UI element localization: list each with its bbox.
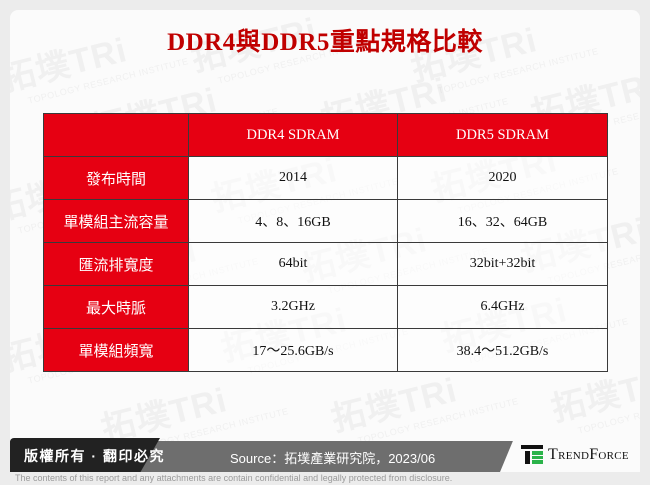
table-corner-cell [43, 113, 189, 157]
table-row: 單模組頻寬 17～25.6GB/s 38.4～51.2GB/s [43, 328, 608, 372]
trendforce-logo-icon [521, 445, 543, 464]
footer-band: 版權所有 · 翻印必究 Source：拓墣產業研究院，2023/06 Trend… [10, 435, 640, 472]
cell-ddr4-module-capacity: 4、8、16GB [188, 199, 398, 243]
row-header-bus-width: 匯流排寬度 [43, 242, 189, 286]
row-header-module-bandwidth: 單模組頻寬 [43, 328, 189, 372]
table-row: 發布時間 2014 2020 [43, 156, 608, 200]
footer-logo-panel [500, 435, 640, 472]
column-header-ddr4: DDR4 SDRAM [188, 113, 398, 157]
trendforce-logo: TrendForce [521, 445, 629, 464]
cell-ddr4-max-clock: 3.2GHz [188, 285, 398, 329]
row-header-max-clock: 最大時脈 [43, 285, 189, 329]
table-row: 匯流排寬度 64bit 32bit+32bit [43, 242, 608, 286]
cell-ddr5-module-capacity: 16、32、64GB [397, 199, 608, 243]
confidentiality-disclaimer: The contents of this report and any atta… [15, 473, 453, 483]
cell-ddr4-release-date: 2014 [188, 156, 398, 200]
slide-title: DDR4與DDR5重點規格比較 [167, 29, 483, 56]
table-row: 單模組主流容量 4、8、16GB 16、32、64GB [43, 199, 608, 243]
table-row: 最大時脈 3.2GHz 6.4GHz [43, 285, 608, 329]
cell-ddr5-release-date: 2020 [397, 156, 608, 200]
spec-comparison-table: DDR4 SDRAM DDR5 SDRAM 發布時間 2014 2020 單模組… [43, 113, 608, 372]
table-header-row: DDR4 SDRAM DDR5 SDRAM [43, 113, 608, 157]
cell-ddr4-bus-width: 64bit [188, 242, 398, 286]
row-header-module-capacity: 單模組主流容量 [43, 199, 189, 243]
copyright-notice: 版權所有 · 翻印必究 [24, 448, 165, 464]
source-citation: Source：拓墣產業研究院，2023/06 [230, 451, 436, 466]
cell-ddr5-bus-width: 32bit+32bit [397, 242, 608, 286]
cell-ddr5-module-bandwidth: 38.4～51.2GB/s [397, 328, 608, 372]
trendforce-logo-text: TrendForce [548, 445, 629, 463]
cell-ddr4-module-bandwidth: 17～25.6GB/s [188, 328, 398, 372]
row-header-release-date: 發布時間 [43, 156, 189, 200]
footer-dark-tab [10, 438, 160, 472]
column-header-ddr5: DDR5 SDRAM [397, 113, 608, 157]
cell-ddr5-max-clock: 6.4GHz [397, 285, 608, 329]
